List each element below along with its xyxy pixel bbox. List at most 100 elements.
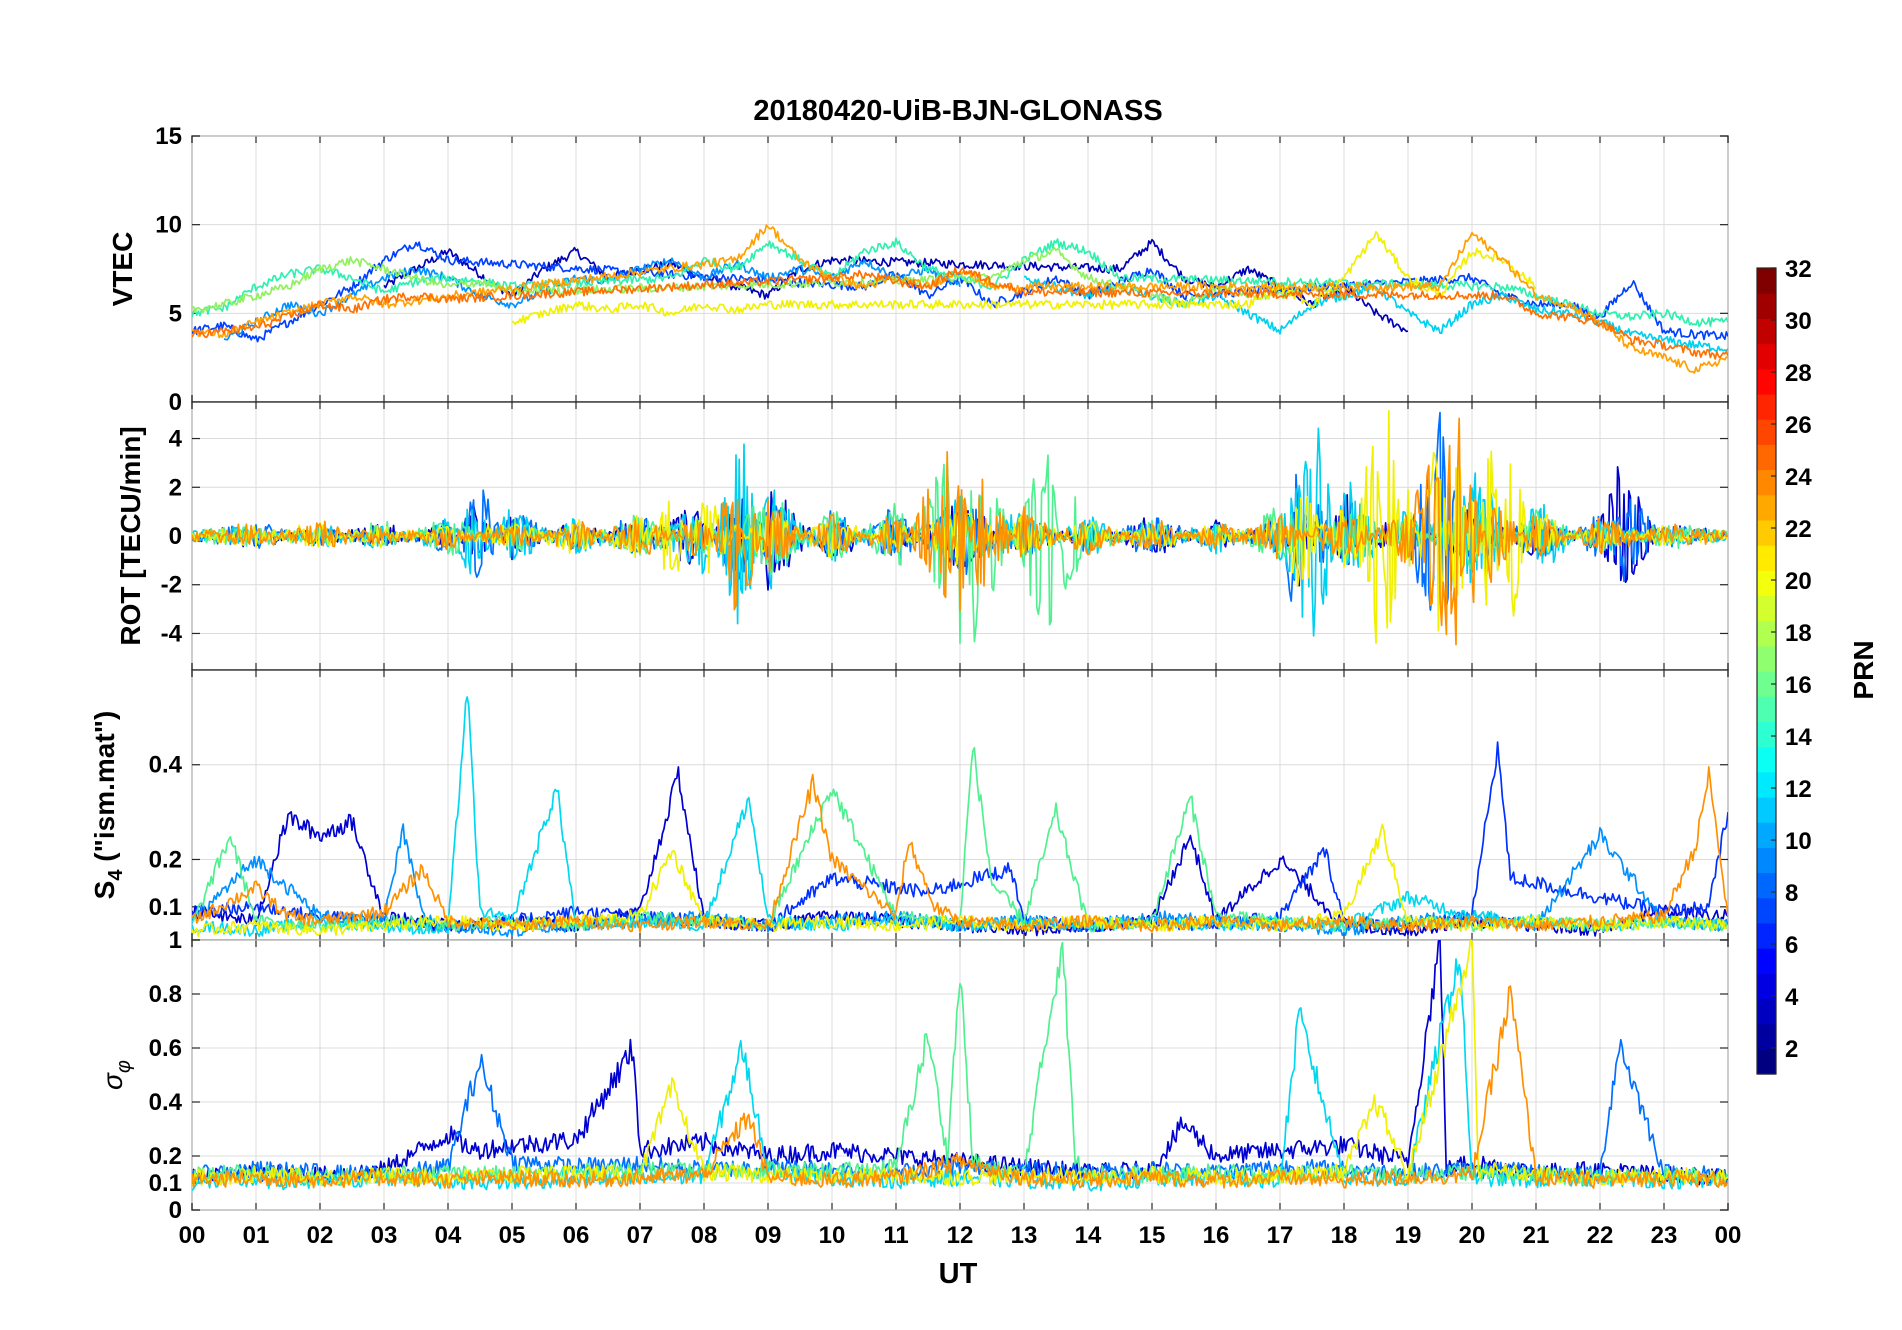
x-tick-label: 23 [1651, 1222, 1678, 1249]
y-tick-label: -2 [161, 572, 182, 599]
x-tick-label: 10 [819, 1222, 846, 1249]
x-tick-label: 02 [307, 1222, 334, 1249]
series-prn-23 [192, 417, 1728, 646]
colorbar-segment [1757, 671, 1776, 697]
colorbar-segment [1757, 872, 1776, 899]
colorbar-tick-label: 10 [1785, 828, 1812, 855]
series-group [192, 224, 1728, 374]
x-tick-label: 17 [1267, 1222, 1294, 1249]
x-axis-tick-labels: 00 01 02 03 04 05 06 07 08 09 10 11 12 13 14 15 16 17 18 19… [179, 1222, 1742, 1249]
colorbar-segment [1757, 822, 1776, 848]
colorbar-tick-label: 18 [1785, 620, 1812, 647]
panel-rot: -4 -2 0 2 4 ROT [TECU/min] [115, 401, 1729, 671]
colorbar-tick-label: 14 [1785, 724, 1812, 751]
colorbar-segment [1757, 268, 1776, 294]
y-axis-label-sigma: σφ [97, 1060, 135, 1090]
series-prn-24 [192, 266, 1728, 360]
series-prn-12 [192, 427, 1728, 637]
y-axis-label-vtec: VTEC [107, 232, 138, 307]
y-tick-label: 4 [169, 426, 183, 453]
x-tick-label: 14 [1075, 1222, 1102, 1249]
x-tick-label: 00 [1715, 1222, 1742, 1249]
series-group [192, 409, 1728, 646]
x-tick-label: 08 [691, 1222, 718, 1249]
x-tick-label: 00 [179, 1222, 206, 1249]
y-tick-label: 0.2 [149, 846, 182, 873]
colorbar-segment [1757, 318, 1776, 345]
colorbar-tick-label: 24 [1785, 464, 1812, 491]
series-prn-2 [383, 238, 1409, 333]
colorbar-segment [1757, 444, 1776, 471]
colorbar-tick-label: 16 [1785, 672, 1812, 699]
colorbar-segment [1757, 595, 1776, 622]
colorbar-tick-label: 4 [1785, 984, 1799, 1011]
colorbar-segment [1757, 620, 1776, 647]
y-tick-label: 10 [155, 212, 182, 239]
colorbar-segment [1757, 922, 1776, 949]
x-tick-label: 12 [947, 1222, 974, 1249]
y-tick-label: 0 [169, 389, 182, 416]
series-prn-8 [192, 1038, 1728, 1183]
colorbar-segment [1757, 948, 1776, 974]
colorbar-tick-label: 28 [1785, 360, 1812, 387]
colorbar-tick-label: 32 [1785, 256, 1812, 283]
colorbar-frame [1756, 267, 1777, 1075]
x-tick-label: 21 [1523, 1222, 1550, 1249]
series-prn-23 [192, 985, 1728, 1189]
colorbar-segment [1757, 419, 1776, 445]
colorbar-segment [1757, 393, 1776, 420]
x-tick-label: 04 [435, 1222, 462, 1249]
colorbar-tick-label: 2 [1785, 1036, 1798, 1063]
y-tick-label: 0 [169, 1197, 182, 1224]
y-tick-label: 5 [169, 300, 182, 327]
panel-sigma: 00.10.2 0.4 0.6 0.8 1 σφ [97, 927, 1729, 1224]
x-tick-label: 09 [755, 1222, 782, 1249]
x-tick-label: 05 [499, 1222, 526, 1249]
colorbar-segment [1757, 696, 1776, 722]
colorbar-tick-label: 22 [1785, 516, 1812, 543]
x-tick-label: 18 [1331, 1222, 1358, 1249]
series-prn-5 [192, 241, 1728, 343]
y-tick-label: 0.4 [149, 1089, 183, 1116]
x-tick-label: 22 [1587, 1222, 1614, 1249]
x-axis-label: UT [939, 1258, 978, 1290]
colorbar-segment [1757, 721, 1776, 748]
series-prn-23 [192, 766, 1728, 933]
colorbar-tick-label: 30 [1785, 308, 1812, 335]
colorbar-label: PRN [1848, 640, 1879, 699]
series-prn-20 [192, 409, 1728, 644]
y-axis-label-rot: ROT [TECU/min] [115, 426, 146, 645]
x-tick-label: 20 [1459, 1222, 1486, 1249]
colorbar-segment [1757, 796, 1776, 823]
y-axis-label-s4: S4 ("ism.mat") [89, 711, 127, 900]
y-tick-label: 0.4 [149, 752, 183, 779]
y-tick-label: 0.1 [149, 1170, 182, 1197]
colorbar-segment [1757, 1023, 1776, 1050]
colorbar-segment [1757, 570, 1776, 597]
colorbar-segment [1757, 771, 1776, 798]
x-tick-label: 13 [1011, 1222, 1038, 1249]
chart-title: 20180420-UiB-BJN-GLONASS [753, 95, 1162, 127]
colorbar-tick-label: 20 [1785, 568, 1812, 595]
colorbar-tick-label: 6 [1785, 932, 1798, 959]
x-tick-label: 15 [1139, 1222, 1166, 1249]
colorbar-segment [1757, 645, 1776, 672]
y-tick-label: 15 [155, 123, 182, 150]
colorbar-segment [1757, 494, 1776, 521]
x-tick-label: 19 [1395, 1222, 1422, 1249]
x-tick-label: 16 [1203, 1222, 1230, 1249]
colorbar-tick-label: 12 [1785, 776, 1812, 803]
colorbar-segment [1757, 847, 1776, 874]
y-tick-label: 1 [169, 927, 182, 954]
series-prn-16 [192, 941, 1728, 1187]
series-prn-17 [192, 246, 1345, 314]
colorbar-segment [1757, 368, 1776, 395]
y-tick-label: 0 [169, 523, 182, 550]
x-tick-label: 06 [563, 1222, 590, 1249]
x-tick-label: 11 [883, 1222, 908, 1249]
colorbar-segment [1757, 469, 1776, 496]
x-tick-label: 07 [627, 1222, 654, 1249]
series-group [192, 696, 1728, 938]
